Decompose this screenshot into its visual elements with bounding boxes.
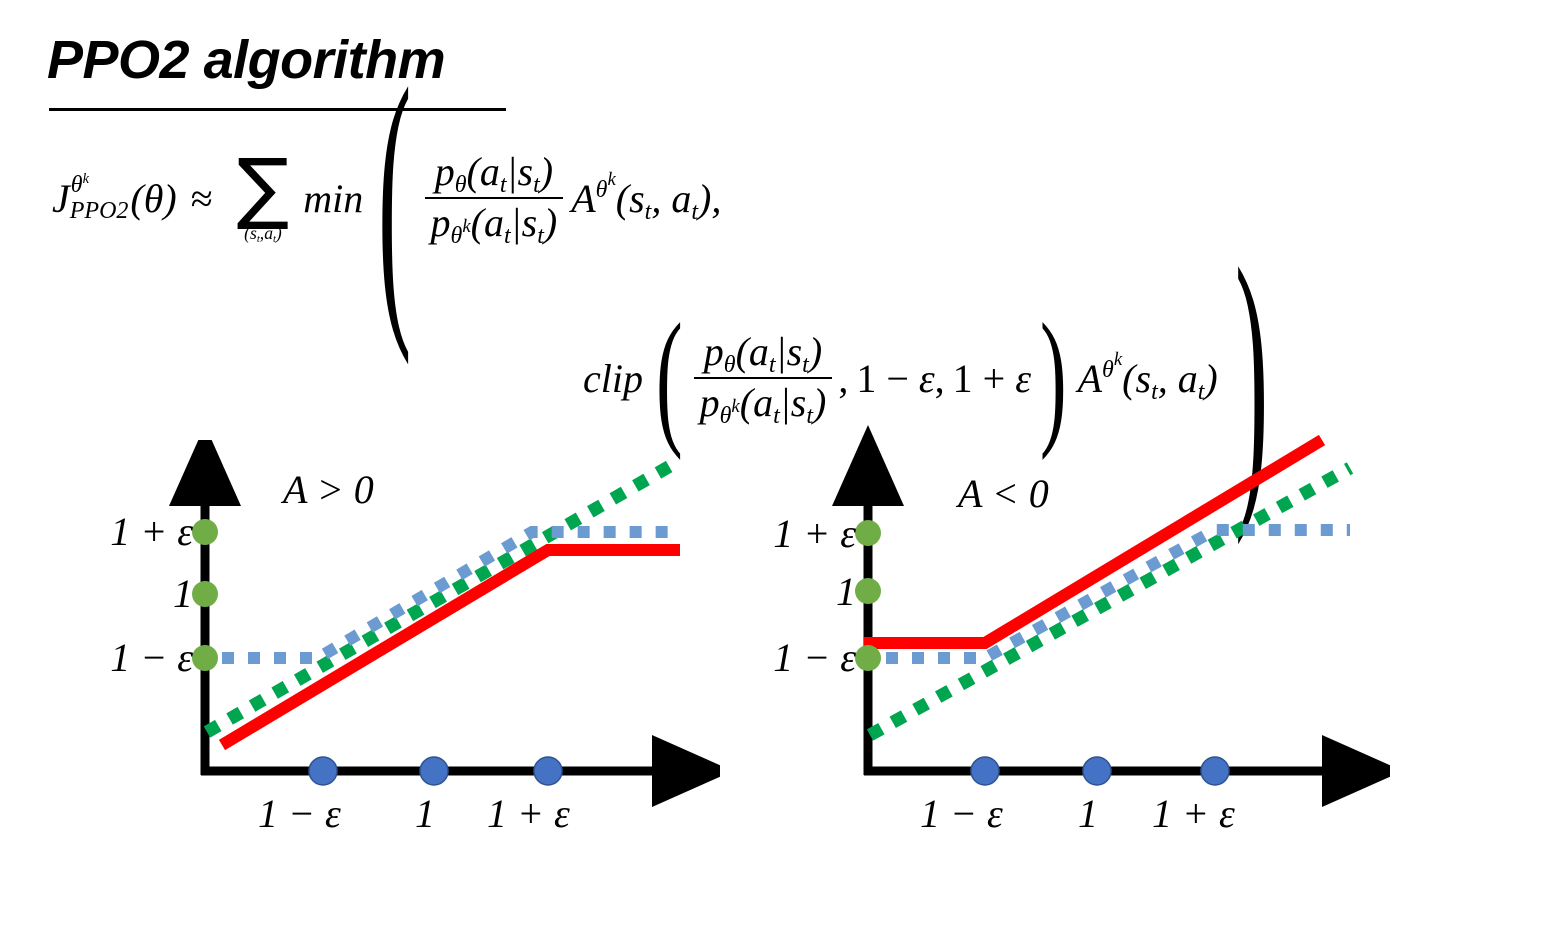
formula-J-arg: (θ) [130,175,177,221]
ratio-denominator: pθk(at|st) [430,200,558,250]
min-operator: min [303,175,364,221]
y-tick-dot-lower [192,645,218,671]
summation-symbol: ∑ (st,at) [236,142,290,245]
close-paren-clip: ) [1039,294,1067,462]
ratio-numerator-2: pθ(at|st) [703,329,823,379]
chart-left-y-tick-label-one: 1 [173,571,193,616]
chart-right-y-tick-label-one: 1 [836,569,856,614]
probability-ratio-fraction-2: pθ(at|st) pθk(at|st) [693,329,833,430]
objective-line-red [218,544,680,751]
advantage-term: Aθk(st, at), [571,169,722,225]
chart-right-y-tick-label-upper: 1 + ε [773,511,856,556]
sigma-limits: (st,at) [244,222,282,245]
y-tick-dot-lower [855,645,881,671]
ratio-denominator-2: pθk(at|st) [699,380,827,430]
x-tick-dot-one [1082,756,1112,786]
chart-left [169,440,720,807]
approx-sign: ≈ [190,175,213,221]
ratio-numerator: pθ(at|st) [434,149,554,199]
x-tick-dot-lower [970,756,1000,786]
y-tick-dot-upper [192,519,218,545]
probability-ratio-fraction: pθ(at|st) pθk(at|st) [424,149,564,250]
chart-right-y-tick-label-lower: 1 − ε [773,635,856,680]
fraction-bar [424,196,564,200]
x-tick-dot-upper [533,756,563,786]
formula-line-2: clip ( pθ(at|st) pθk(at|st) , 1 − ε , 1 … [583,222,1271,530]
y-tick-dot-one [855,578,881,604]
k-sup: k [82,171,89,188]
y-tick-dot-upper [855,520,881,546]
x-tick-dot-upper [1200,756,1230,786]
chart-left-x-tick-label-lower: 1 − ε [258,791,341,836]
chart-left-y-tick-label-upper: 1 + ε [110,509,193,554]
x-tick-dot-lower [308,756,338,786]
clip-comma-1: , [838,355,849,401]
chart-left-x-tick-label-one: 1 [415,791,435,836]
ratio-line-green [866,462,1354,741]
y-tick-dot-one [192,581,218,607]
x-tick-dot-one [419,756,449,786]
formula-J: J [52,175,70,221]
chart-left-condition-label: A > 0 [283,467,374,512]
chart-right [832,425,1390,807]
chart-right-x-tick-label-one: 1 [1078,791,1098,836]
objective-line-red [864,434,1326,649]
clip-comma-2: , [934,355,945,401]
chart-right-x-tick-label-lower: 1 − ε [920,791,1003,836]
chart-left-x-tick-label-upper: 1 + ε [487,791,570,836]
title-underline [49,108,506,111]
chart-right-condition-label: A < 0 [958,471,1049,516]
open-paren-clip: ( [655,294,683,462]
clip-upper-bound: 1 + ε [952,355,1031,401]
ratio-line-green [203,460,674,738]
theta-sup: θ [70,172,83,199]
chart-left-y-tick-label-lower: 1 − ε [110,635,193,680]
ppo2-sub: PPO2 [69,198,129,225]
fraction-bar-2 [693,376,833,380]
formula-J-scripts: θk PPO2 [69,171,129,225]
chart-right-x-tick-label-upper: 1 + ε [1152,791,1235,836]
page-title: PPO2 algorithm [47,30,446,90]
clip-line-blue [222,526,680,664]
advantage-term-2: Aθk(st, at) [1077,349,1218,405]
clip-operator: clip [583,355,643,401]
sigma-glyph: ∑ [236,142,290,233]
open-paren-outer: ( [378,25,412,367]
clip-lower-bound: 1 − ε [856,355,935,401]
